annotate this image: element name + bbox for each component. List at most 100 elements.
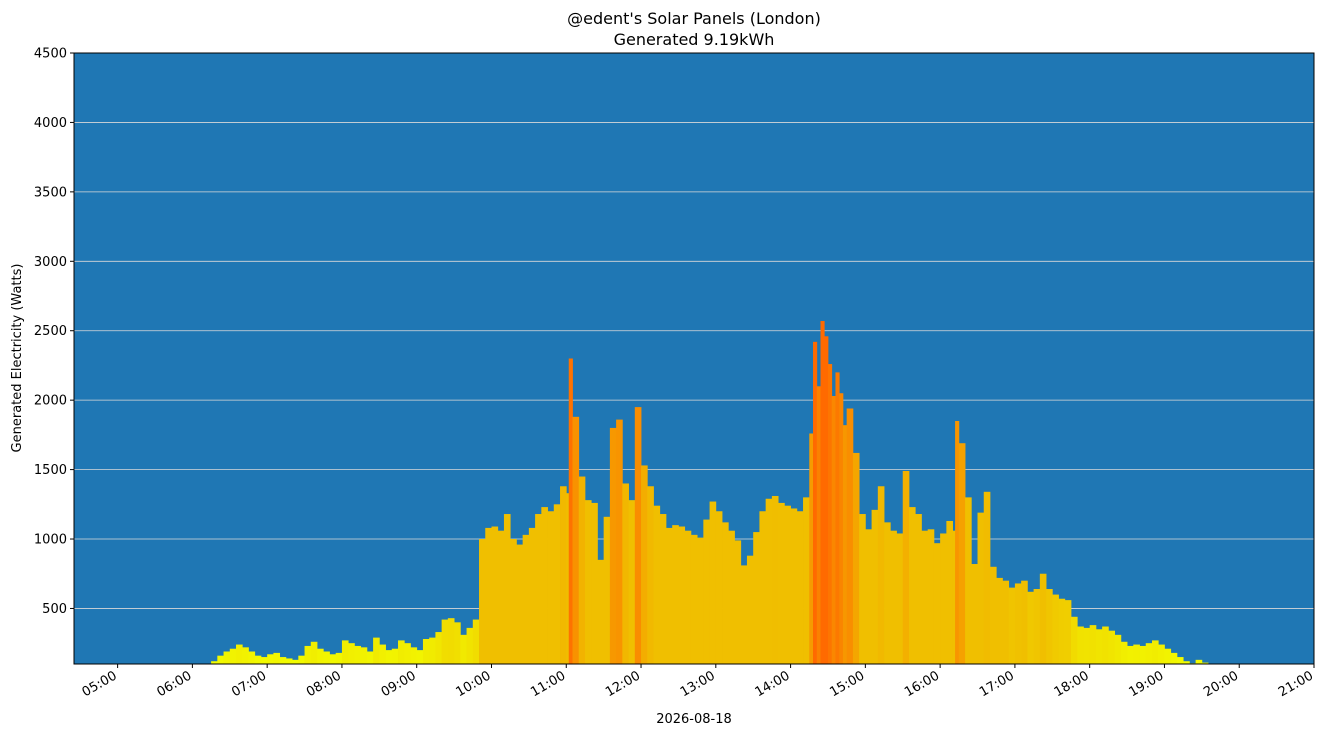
bar-1245 [697,537,704,664]
bar-1810 [1102,626,1109,664]
bar-1820 [1114,634,1122,664]
bar-1421 [816,386,821,664]
bar-1645 [996,577,1003,664]
bar-1225 [672,525,679,664]
bar-1815 [1108,630,1116,664]
bar-1125 [597,559,605,664]
bar-1340 [765,498,773,664]
x-axis-label: 2026-08-18 [656,712,732,727]
bar-1455 [859,514,866,664]
bar-0940 [466,627,474,664]
bar-1525 [896,533,904,664]
bar-0825 [373,637,380,664]
bar-1805 [1095,629,1103,664]
bar-1105 [572,416,580,664]
bar-0700 [267,654,274,664]
bar-1020 [516,544,524,664]
bar-1436 [835,372,840,664]
x-tick-label-12: 17:00 [977,668,1017,700]
bar-1439 [839,393,844,664]
bar-1205 [647,486,654,664]
bar-1710 [1027,591,1034,664]
bar-0805 [348,643,355,664]
bar-1725 [1046,589,1053,664]
bar-0920 [441,619,449,664]
bar-1433 [831,395,836,664]
bar-0900 [416,650,424,664]
bar-1650 [1002,580,1010,664]
bar-1755 [1083,627,1091,664]
plot-frame [73,52,1315,665]
x-tick-label-3: 08:00 [304,668,344,700]
bar-0910 [429,637,436,664]
bar-1515 [884,522,891,664]
y-axis: 500 1000 1500 2000 2500 3000 3500 4000 4500 [34,47,74,617]
bar-1830 [1127,645,1134,664]
x-tick-label-7: 12:00 [603,668,643,700]
chart-title: @edent's Solar Panels (London) [567,9,821,28]
bar-1200 [641,465,648,664]
bar-1430 [827,364,833,664]
bar-0655 [260,657,268,664]
bar-1900 [1164,648,1172,664]
bar-1910 [1176,657,1184,664]
bar-1405 [796,511,804,664]
x-tick-label-0: 05:00 [80,668,120,700]
x-tick-label-6: 11:00 [528,668,568,700]
x-tick-label-8: 13:00 [678,668,718,700]
bar-1655 [1008,587,1016,664]
generation-bars [211,321,1209,664]
bar-1255 [709,501,717,664]
bar-0925 [447,618,455,664]
bar-0755 [335,652,343,664]
bar-1045 [547,511,555,664]
bar-1745 [1070,616,1078,664]
bar-0735 [310,641,318,664]
bar-1400 [790,508,798,664]
bar-1320 [740,565,748,664]
bar-0930 [454,622,461,664]
bar-1600 [940,533,947,664]
bar-1555 [933,543,941,664]
bar-1220 [665,527,673,664]
bar-1635 [983,491,991,664]
y-tick-label-5: 3000 [34,255,67,270]
bar-1825 [1120,641,1128,664]
bar-0835 [385,650,393,664]
bar-1210 [653,505,661,664]
bar-1005 [497,530,505,664]
bar-1925 [1195,659,1203,664]
bar-1310 [728,530,735,664]
bar-1730 [1052,594,1059,664]
y-tick-label-6: 3500 [34,185,67,200]
bar-1100 [566,493,570,664]
bar-1530 [902,470,910,664]
bar-1835 [1133,644,1140,664]
bar-1800 [1089,625,1097,664]
bar-1345 [771,495,779,664]
bar-1235 [684,530,692,664]
bar-1325 [746,555,754,664]
bar-1010 [503,514,511,664]
bar-1130 [603,516,611,664]
bar-0620 [217,655,224,664]
x-tick-label-10: 15:00 [827,668,867,700]
bar-0650 [254,655,262,664]
bar-1350 [778,502,785,664]
bar-1612 [955,420,960,664]
x-tick-label-1: 06:00 [154,668,194,700]
bar-1250 [703,519,710,664]
bar-1905 [1170,652,1178,664]
bar-1735 [1058,598,1066,664]
x-tick-label-5: 10:00 [454,668,494,700]
bar-1705 [1021,580,1028,664]
bar-1855 [1158,644,1165,664]
bar-0905 [422,639,430,664]
bar-1520 [890,530,897,664]
bar-1850 [1151,640,1159,664]
bar-1715 [1033,589,1041,664]
bar-0810 [354,645,362,664]
bar-0815 [360,647,368,664]
bar-1110 [578,476,586,664]
